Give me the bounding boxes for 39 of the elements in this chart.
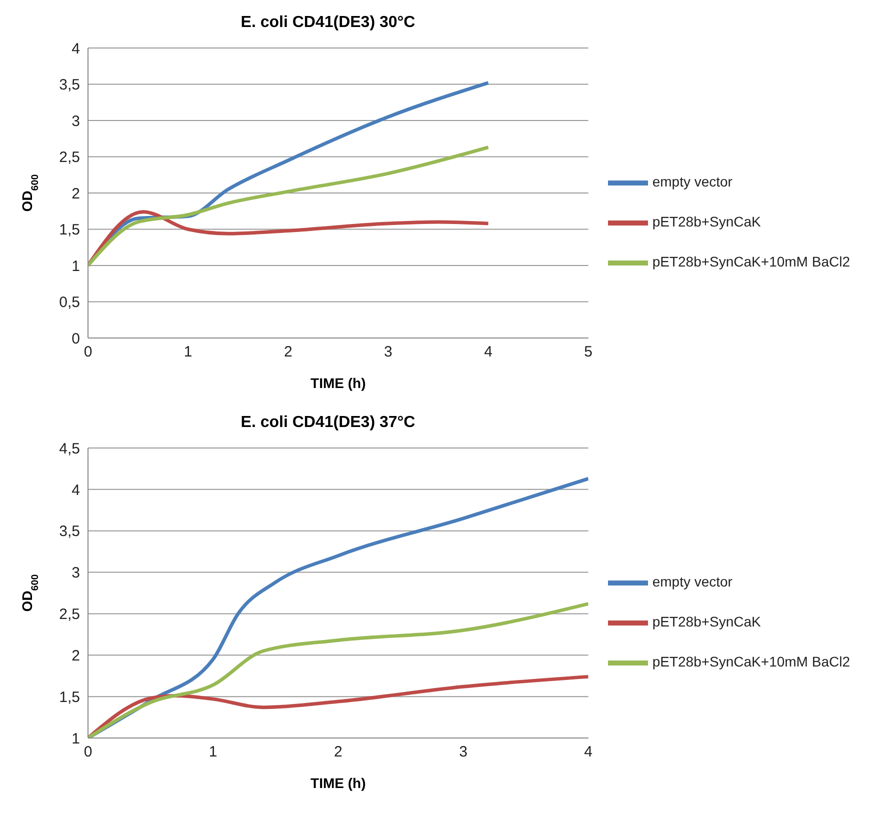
x-tick-label: 4 [484, 344, 492, 361]
legend-label: pET28b+SynCaK [652, 214, 761, 230]
x-tick-label: 2 [284, 344, 292, 361]
y-tick-label: 4 [72, 482, 80, 499]
legend-label: empty vector [652, 174, 732, 190]
y-tick-label: 1 [72, 730, 80, 748]
y-tick-label: 2 [72, 185, 80, 202]
legend-label: empty vector [652, 574, 732, 590]
y-tick-label: 4 [72, 40, 80, 58]
chart-title: E. coli CD41(DE3) 30°C [240, 13, 416, 33]
x-tick-label: 3 [384, 344, 392, 361]
legend-label: pET28b+SynCaK+10mM BaCl2 [652, 254, 850, 270]
y-tick-label: 2,5 [59, 606, 80, 624]
y-tick-label: 0 [72, 330, 80, 348]
x-tick-label: 5 [584, 344, 592, 361]
legend-label: pET28b+SynCaK [652, 614, 761, 630]
x-axis-title: TIME (h) [310, 375, 366, 391]
y-tick-label: 2 [72, 647, 80, 664]
x-tick-label: 1 [184, 344, 192, 361]
y-tick-label: 1 [72, 258, 80, 275]
y-tick-label: 3 [72, 564, 80, 582]
y-tick-label: 3,5 [59, 76, 80, 94]
x-tick-label: 3 [459, 744, 468, 761]
x-tick-label: 0 [84, 344, 92, 361]
y-tick-label: 1,5 [59, 688, 80, 706]
y-tick-label: 4,5 [59, 440, 80, 458]
y-tick-label: 3,5 [59, 523, 80, 540]
y-tick-label: 1,5 [59, 222, 80, 239]
x-tick-label: 4 [584, 744, 592, 761]
y-tick-label: 3 [72, 112, 80, 130]
line-series [88, 146, 490, 268]
x-tick-label: 0 [84, 744, 92, 761]
y-tick-label: 0,5 [59, 294, 80, 312]
x-tick-label: 1 [208, 744, 218, 761]
x-axis-title: TIME (h) [310, 775, 366, 791]
legend-label: pET28b+SynCaK+10mM BaCl2 [652, 654, 850, 670]
y-tick-label: 2,5 [59, 149, 80, 166]
chart-title: E. coli CD41(DE3) 37°C [240, 413, 416, 433]
x-tick-label: 2 [334, 744, 342, 761]
